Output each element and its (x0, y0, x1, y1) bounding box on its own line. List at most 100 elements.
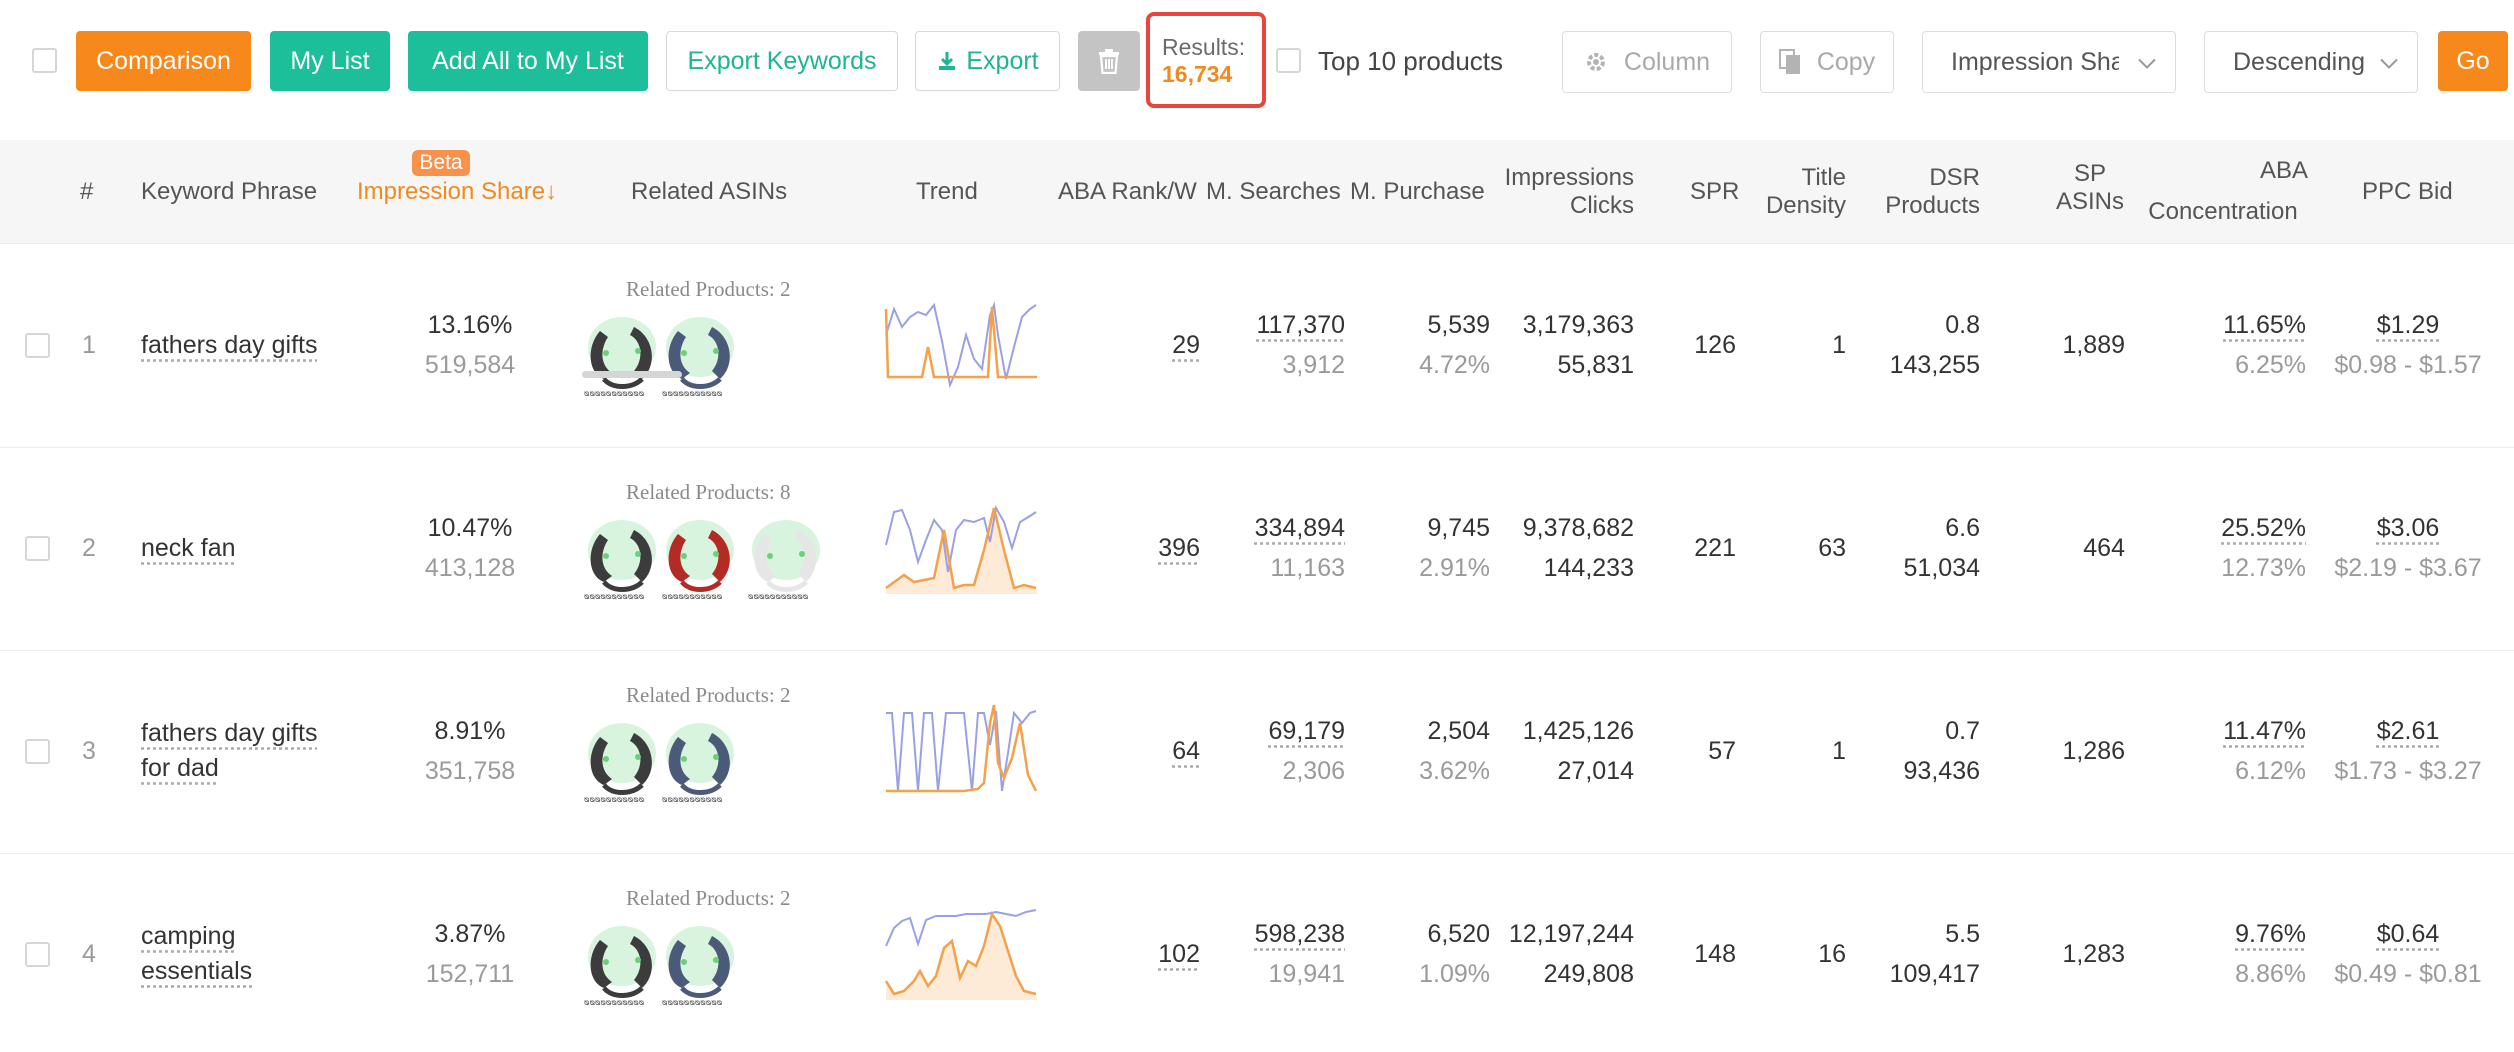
col-impression-share[interactable]: Impression Share↓ (357, 178, 558, 205)
row-checkbox[interactable] (25, 942, 50, 967)
purchase-rate: 1.09% (1419, 960, 1490, 988)
sort-field-select[interactable]: Impression Share (1922, 31, 2176, 93)
sp-asins: 1,286 (2062, 737, 2125, 765)
monthly-searches[interactable]: 334,894 (1254, 514, 1345, 542)
my-list-button[interactable]: My List (270, 31, 390, 91)
monthly-searches-sub: 19,941 (1268, 960, 1345, 988)
row-index: 2 (82, 534, 96, 562)
col-clicks[interactable]: Clicks (1570, 192, 1634, 219)
keyword-phrase[interactable]: camping (141, 922, 236, 950)
keyword-phrase-line2[interactable]: for dad (141, 754, 219, 782)
col-density[interactable]: Density (1765, 192, 1846, 219)
top10-checkbox[interactable] (1276, 48, 1301, 73)
impressions: 9,378,682 (1522, 514, 1634, 542)
keyword-phrase[interactable]: fathers day gifts (141, 331, 318, 359)
product-thumbnail[interactable]: ᴓᴓᴓᴓᴓᴓᴓᴓᴓᴓᴓ (660, 516, 740, 601)
sort-order-select[interactable]: Descending (2204, 31, 2418, 93)
svg-text:ᴓᴓᴓᴓᴓᴓᴓᴓᴓᴓᴓ: ᴓᴓᴓᴓᴓᴓᴓᴓᴓᴓᴓ (584, 795, 645, 804)
col-products[interactable]: Products (1885, 192, 1980, 219)
related-products-label: Related Products: 2 (626, 277, 791, 301)
dsr-products: 109,417 (1889, 960, 1980, 988)
col-dsr[interactable]: DSR (1929, 164, 1980, 191)
ppc-bid-range: $1.73 - $3.27 (2334, 757, 2482, 785)
sort-order-value: Descending (2233, 47, 2366, 76)
col-impressions[interactable]: Impressions (1504, 164, 1634, 191)
col-keyword-phrase[interactable]: Keyword Phrase (141, 178, 318, 205)
go-button[interactable]: Go (2438, 31, 2508, 91)
col-m-purchase[interactable]: M. Purchase (1350, 178, 1485, 205)
product-thumbnail[interactable]: ᴓᴓᴓᴓᴓᴓᴓᴓᴓᴓᴓ (582, 922, 662, 1007)
product-thumbnail[interactable]: ᴓᴓᴓᴓᴓᴓᴓᴓᴓᴓᴓ (660, 719, 740, 804)
row-index: 4 (82, 940, 96, 968)
col-aba[interactable]: ABA (2259, 157, 2309, 184)
ppc-bid[interactable]: $0.64 (2376, 920, 2440, 948)
impression-share: 13.16% (427, 311, 513, 339)
aba-rank[interactable]: 29 (1172, 331, 1200, 359)
ppc-bid[interactable]: $2.61 (2376, 717, 2440, 745)
aba-concentration[interactable]: 11.65% (2223, 311, 2306, 339)
trend-sparkline (884, 297, 1039, 392)
row-checkbox[interactable] (25, 536, 50, 561)
column-button[interactable]: Column (1562, 31, 1732, 93)
aba-rank[interactable]: 396 (1158, 534, 1200, 562)
col-ppc-bid[interactable]: PPC Bid (2362, 178, 2453, 205)
title-density: 63 (1818, 534, 1846, 562)
product-thumbnail[interactable]: ᴓᴓᴓᴓᴓᴓᴓᴓᴓᴓᴓ (582, 719, 662, 804)
aba-rank[interactable]: 64 (1172, 737, 1200, 765)
results-label: Results: (1162, 34, 1246, 60)
comparison-button[interactable]: Comparison (76, 31, 251, 91)
spr: 126 (1694, 331, 1736, 359)
product-thumbnail[interactable]: ᴓᴓᴓᴓᴓᴓᴓᴓᴓᴓᴓ (582, 313, 662, 398)
svg-text:ᴓᴓᴓᴓᴓᴓᴓᴓᴓᴓᴓ: ᴓᴓᴓᴓᴓᴓᴓᴓᴓᴓᴓ (662, 998, 723, 1007)
trash-icon (1097, 48, 1121, 74)
top10-label: Top 10 products (1318, 45, 1504, 76)
col-sp[interactable]: SP (2073, 160, 2106, 187)
product-thumbnail[interactable]: ᴓᴓᴓᴓᴓᴓᴓᴓᴓᴓᴓ (582, 516, 662, 601)
keyword-phrase-line2[interactable]: essentials (141, 957, 253, 985)
product-thumbnail[interactable]: ᴓᴓᴓᴓᴓᴓᴓᴓᴓᴓᴓ (746, 516, 826, 601)
svg-text:ᴓᴓᴓᴓᴓᴓᴓᴓᴓᴓᴓ: ᴓᴓᴓᴓᴓᴓᴓᴓᴓᴓᴓ (584, 998, 645, 1007)
table-row[interactable] (0, 448, 2514, 651)
beta-badge: Beta (412, 150, 470, 176)
col-m-searches[interactable]: M. Searches (1206, 178, 1341, 205)
add-all-to-my-list-button[interactable]: Add All to My List (408, 31, 648, 91)
copy-button[interactable]: Copy (1760, 31, 1894, 93)
dsr-products: 93,436 (1903, 757, 1980, 785)
col-spr[interactable]: SPR (1690, 178, 1740, 205)
row-checkbox[interactable] (25, 333, 50, 358)
aba-concentration[interactable]: 9.76% (2235, 920, 2306, 948)
monthly-searches[interactable]: 117,370 (1256, 311, 1345, 339)
monthly-searches[interactable]: 69,179 (1268, 717, 1345, 745)
col-concentration[interactable]: Concentration (2148, 198, 2298, 225)
ppc-bid[interactable]: $3.06 (2376, 514, 2440, 542)
keyword-phrase[interactable]: fathers day gifts (141, 719, 318, 747)
title-density: 1 (1832, 331, 1846, 359)
aba-concentration[interactable]: 25.52% (2221, 514, 2306, 542)
monthly-searches-sub: 11,163 (1270, 554, 1345, 582)
col-title[interactable]: Title (1801, 164, 1846, 191)
export-button[interactable]: Export (915, 31, 1060, 91)
aba-concentration[interactable]: 11.47% (2223, 717, 2306, 745)
impression-share: 3.87% (434, 920, 506, 948)
product-thumbnail[interactable]: ᴓᴓᴓᴓᴓᴓᴓᴓᴓᴓᴓ (660, 922, 740, 1007)
col-trend: Trend (916, 178, 978, 205)
related-asins-scrollbar[interactable] (582, 371, 682, 378)
row-checkbox[interactable] (25, 739, 50, 764)
keyword-phrase[interactable]: neck fan (141, 534, 236, 562)
col-aba-rank[interactable]: ABA Rank/W (1058, 178, 1197, 205)
ppc-bid[interactable]: $1.29 (2376, 311, 2440, 339)
export-keywords-button[interactable]: Export Keywords (666, 31, 898, 91)
ppc-bid-range: $0.98 - $1.57 (2334, 351, 2482, 379)
impression-share: 10.47% (427, 514, 513, 542)
monthly-searches[interactable]: 598,238 (1254, 920, 1345, 948)
monthly-purchase: 2,504 (1427, 717, 1490, 745)
col-asins[interactable]: ASINs (2055, 188, 2124, 215)
delete-button[interactable] (1078, 31, 1140, 91)
dsr: 0.7 (1945, 717, 1980, 745)
product-thumbnail[interactable]: ᴓᴓᴓᴓᴓᴓᴓᴓᴓᴓᴓ (660, 313, 740, 398)
aba-rank[interactable]: 102 (1158, 940, 1200, 968)
select-all-checkbox[interactable] (32, 48, 57, 73)
monthly-searches-sub: 2,306 (1282, 757, 1345, 785)
table-row[interactable] (0, 245, 2514, 448)
table-row[interactable] (0, 651, 2514, 854)
